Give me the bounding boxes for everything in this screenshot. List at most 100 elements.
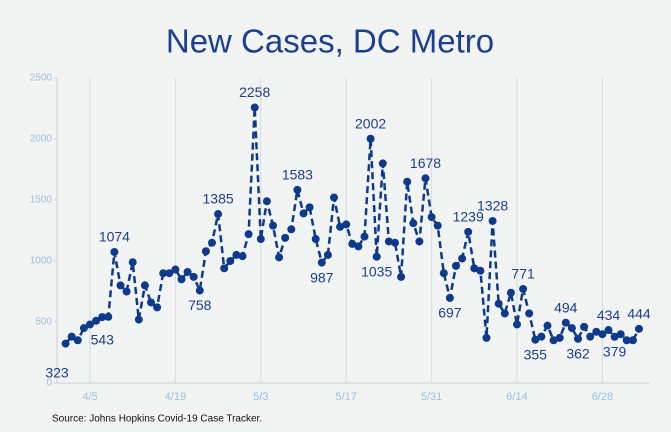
point — [372, 252, 381, 261]
data-label: 1678 — [410, 155, 441, 171]
data-label: 379 — [603, 343, 627, 359]
point — [336, 222, 345, 231]
point — [305, 203, 314, 212]
data-label: 2002 — [355, 115, 386, 131]
point — [384, 237, 393, 246]
point — [311, 235, 320, 244]
point — [561, 318, 570, 327]
point — [256, 235, 265, 244]
point — [513, 320, 521, 329]
point — [275, 253, 284, 262]
point — [214, 210, 223, 219]
point — [232, 250, 241, 259]
point — [531, 335, 540, 344]
source-note: Source: Johns Hopkins Covid-19 Case Trac… — [52, 414, 262, 425]
point — [458, 254, 467, 263]
data-label: 1074 — [99, 229, 130, 245]
point — [287, 225, 296, 234]
data-label: 1385 — [203, 191, 234, 207]
point — [464, 227, 473, 236]
point — [238, 252, 247, 261]
point — [250, 103, 259, 112]
point — [201, 247, 210, 256]
point — [433, 221, 442, 230]
data-label: 543 — [91, 331, 115, 347]
point — [134, 315, 143, 324]
point — [92, 316, 101, 325]
point — [220, 264, 229, 273]
point — [128, 258, 137, 267]
point — [360, 232, 369, 241]
point — [628, 336, 637, 345]
point — [488, 216, 497, 225]
data-label: 1035 — [361, 263, 392, 279]
point — [269, 221, 277, 230]
x-tick-label: 5/31 — [421, 391, 442, 403]
point — [330, 193, 338, 202]
data-label: 444 — [627, 306, 651, 322]
point — [116, 281, 125, 290]
point — [598, 330, 607, 339]
point — [147, 298, 155, 307]
data-label: 758 — [188, 297, 212, 313]
point — [67, 332, 76, 341]
chart-title: New Cases, DC Metro — [166, 23, 494, 60]
point — [415, 237, 424, 246]
point — [183, 267, 192, 276]
data-label: 362 — [566, 346, 590, 362]
point — [470, 264, 479, 273]
data-label: 494 — [554, 299, 578, 315]
point — [317, 258, 326, 267]
point — [165, 269, 174, 278]
y-tick-label: 0 — [46, 378, 52, 389]
point — [445, 293, 454, 302]
point — [439, 269, 448, 278]
point — [525, 309, 534, 318]
point — [586, 332, 595, 341]
data-label: 2258 — [239, 84, 270, 100]
point — [98, 313, 107, 322]
point — [555, 333, 564, 342]
point — [226, 257, 235, 265]
point — [104, 312, 113, 321]
point — [574, 334, 582, 343]
point — [208, 238, 216, 247]
point — [61, 339, 70, 348]
point — [537, 332, 546, 341]
data-label: 1239 — [453, 209, 484, 225]
data-label: 1328 — [477, 198, 508, 214]
point — [592, 327, 601, 336]
point — [500, 309, 509, 318]
point — [177, 275, 186, 284]
point — [580, 322, 589, 331]
point — [293, 185, 302, 194]
point — [567, 324, 576, 333]
point — [403, 177, 412, 186]
point — [519, 284, 528, 293]
point — [73, 336, 82, 345]
point — [195, 286, 204, 295]
point — [616, 330, 625, 339]
point — [549, 336, 558, 345]
x-tick-label: 6/28 — [592, 391, 613, 403]
point — [281, 233, 290, 242]
y-tick-label: 500 — [35, 317, 52, 328]
point — [482, 333, 491, 342]
point — [323, 250, 332, 259]
point — [171, 265, 180, 274]
point — [494, 299, 503, 308]
point — [299, 209, 308, 218]
y-tick-label: 1500 — [30, 195, 53, 206]
point — [79, 324, 88, 333]
point — [189, 272, 198, 281]
point — [421, 174, 430, 183]
point — [262, 197, 271, 206]
data-label: 771 — [511, 266, 535, 282]
point — [110, 247, 119, 256]
point — [140, 281, 149, 290]
point — [622, 336, 631, 345]
data-label: 323 — [45, 364, 69, 380]
y-tick-label: 2000 — [30, 134, 53, 145]
